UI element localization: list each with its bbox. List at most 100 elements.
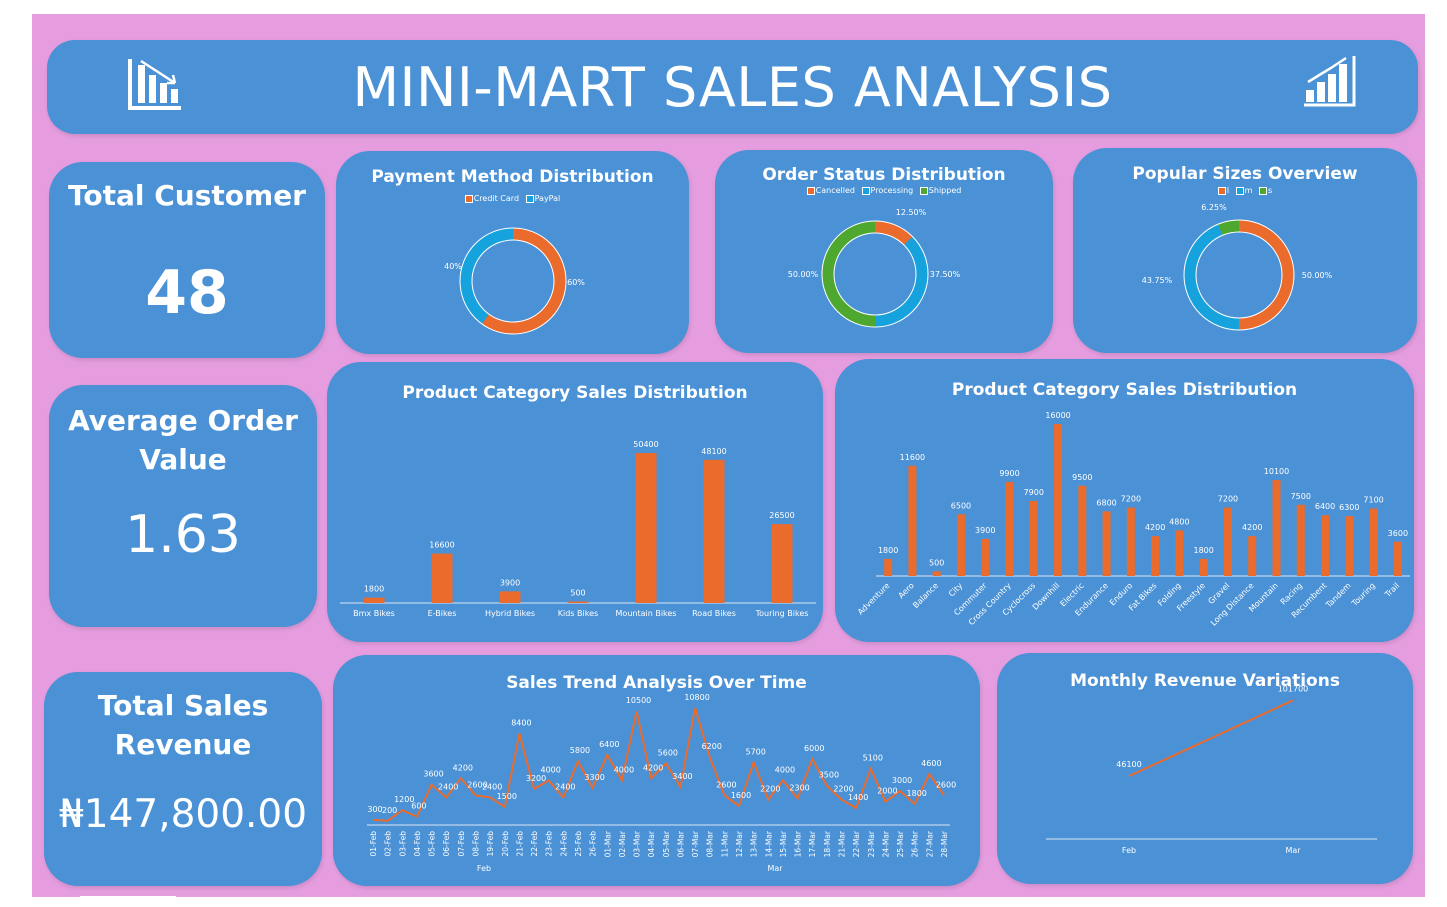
bar-data-label: 7200 — [1121, 495, 1141, 504]
x-tick-label: 14-Mar — [764, 830, 773, 857]
legend-item: m — [1235, 186, 1252, 195]
bar — [932, 571, 941, 576]
donut-data-label: 50.00% — [1302, 271, 1333, 280]
legend-swatch — [861, 186, 870, 195]
x-tick-label: 28-Mar — [940, 830, 949, 857]
line-data-label: 5600 — [658, 748, 678, 757]
bar — [1054, 424, 1063, 576]
legend-swatch — [806, 186, 815, 195]
donut-inner-ring — [833, 232, 917, 316]
line-data-label: 2600 — [936, 780, 956, 789]
bar-data-label: 500 — [570, 589, 585, 598]
bar — [1345, 516, 1354, 576]
line-data-label: 2400 — [482, 782, 502, 791]
bar — [635, 453, 657, 603]
x-tick-label: 19-Feb — [486, 831, 495, 857]
donut-slice — [1217, 220, 1240, 236]
bar-data-label: 1800 — [364, 585, 384, 594]
bar-data-label: 50400 — [633, 440, 658, 449]
bar — [1248, 536, 1257, 576]
x-tick-label: 22-Mar — [852, 830, 861, 857]
x-tick-label: Adventure — [856, 581, 892, 617]
line-data-label: 4000 — [541, 765, 561, 774]
total-customer-value: 48 — [145, 258, 229, 328]
x-tick-label: 17-Mar — [808, 830, 817, 857]
bar-data-label: 10100 — [1264, 467, 1289, 476]
x-tick-label: Trail — [1383, 581, 1402, 600]
x-tick-label: Hybrid Bikes — [485, 609, 535, 618]
x-tick-label: 26-Mar — [911, 830, 920, 857]
total-revenue-card: Total Sales Revenue ₦147,800.00 — [44, 672, 322, 886]
popular-sizes-donut: 50.00% 43.75% 6.25% — [1142, 203, 1333, 331]
average-order-value: 1.63 — [125, 505, 241, 565]
bar-data-label: 26500 — [769, 511, 794, 520]
x-tick-label: 21-Feb — [515, 831, 524, 857]
x-tick-label: Feb — [1122, 846, 1136, 855]
bar-data-label: 1800 — [1194, 546, 1214, 555]
legend-item: Processing — [861, 186, 914, 195]
bar-data-label: 3600 — [1388, 529, 1408, 538]
bar — [499, 591, 521, 603]
legend-item: Cancelled — [806, 186, 855, 195]
bar-data-label: 7500 — [1291, 492, 1311, 501]
line-data-label: 10800 — [684, 693, 709, 702]
x-tick-label: 06-Feb — [442, 831, 451, 857]
line-data-label: 3500 — [819, 771, 839, 780]
line-data-label: 101700 — [1278, 684, 1309, 693]
donut-outer-ring — [821, 220, 929, 328]
donut-data-label: 60% — [567, 278, 585, 287]
bar-data-label: 48100 — [701, 447, 726, 456]
line-data-label: 2200 — [833, 785, 853, 794]
bar — [884, 558, 893, 576]
line-data-label: 3600 — [423, 770, 443, 779]
x-tick-label: 08-Mar — [706, 830, 715, 857]
legend-item: PayPal — [525, 194, 560, 203]
bar — [908, 465, 917, 576]
donut-outer-ring — [459, 227, 567, 335]
line-data-label: 1200 — [394, 795, 414, 804]
x-tick-label: 01-Mar — [603, 830, 612, 857]
bar — [363, 597, 385, 603]
legend-label: Processing — [870, 186, 914, 195]
monthly-revenue-card: Monthly Revenue Variations 46100 Feb 10170… — [997, 653, 1413, 884]
donut-slice — [1238, 220, 1294, 330]
line-data-label: 200 — [382, 806, 397, 815]
popular-sizes-card: Popular Sizes Overview l m s 50.00% 43.75… — [1073, 148, 1417, 353]
bar-data-label: 16600 — [429, 541, 454, 550]
line-data-label: 2300 — [789, 784, 809, 793]
donut-slice — [874, 236, 928, 327]
x-tick-label: Road Bikes — [692, 609, 736, 618]
legend-swatch — [464, 194, 473, 203]
x-tick-label: 03-Feb — [398, 831, 407, 857]
line-data-label: 1500 — [497, 792, 517, 801]
legend-label: s — [1267, 186, 1273, 195]
line-data-label: 4200 — [453, 763, 473, 772]
legend-item: Shipped — [919, 186, 961, 195]
x-tick-label: 22-Feb — [530, 831, 539, 857]
bar — [1029, 500, 1038, 576]
line-data-label: 2400 — [555, 782, 575, 791]
line-data-label: 4000 — [775, 765, 795, 774]
line-data-label: 5700 — [745, 747, 765, 756]
average-order-label-1: Average Order — [68, 404, 298, 437]
legend-item: l — [1217, 186, 1230, 195]
bar-data-label: 11600 — [900, 453, 925, 462]
x-tick-label: Aero — [897, 581, 916, 600]
x-tick-label: 20-Feb — [501, 831, 510, 857]
bar — [771, 524, 793, 603]
order-status-title: Order Status Distribution — [762, 165, 1006, 185]
bar — [1151, 536, 1160, 576]
line-data-label: 300 — [367, 805, 382, 814]
trend-line — [372, 707, 945, 822]
payment-method-legend: Credit Card PayPal — [336, 194, 689, 203]
x-tick-label: 04-Feb — [413, 831, 422, 857]
bar — [567, 601, 589, 603]
line-data-label: 6200 — [702, 742, 722, 751]
bar — [703, 459, 725, 603]
x-tick-label: Mar — [1285, 846, 1301, 855]
x-tick-label: 18-Mar — [823, 830, 832, 857]
donut-data-label: 50.00% — [788, 270, 819, 279]
bar — [1175, 530, 1184, 576]
legend-label: l — [1226, 186, 1230, 195]
x-tick-label: 06-Mar — [676, 830, 685, 857]
